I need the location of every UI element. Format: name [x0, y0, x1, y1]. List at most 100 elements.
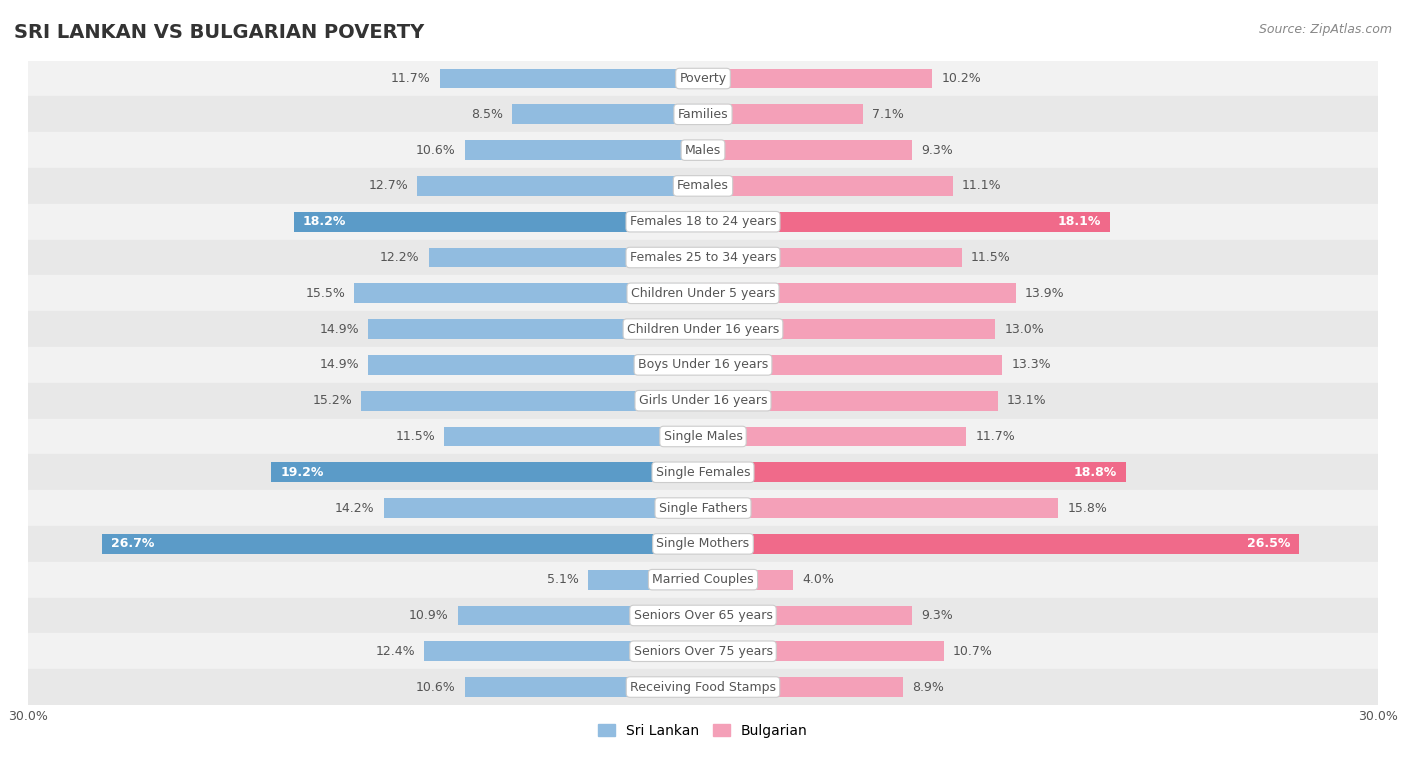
Text: 13.0%: 13.0% [1004, 323, 1045, 336]
Bar [103, 534, 703, 553]
Text: Single Fathers: Single Fathers [659, 502, 747, 515]
Text: 18.2%: 18.2% [302, 215, 346, 228]
Text: Children Under 5 years: Children Under 5 years [631, 287, 775, 300]
Bar [28, 526, 1378, 562]
Bar [28, 490, 1378, 526]
Bar [354, 283, 703, 303]
Bar [703, 319, 995, 339]
Text: 11.5%: 11.5% [970, 251, 1011, 264]
Bar [703, 140, 912, 160]
Text: 14.2%: 14.2% [335, 502, 374, 515]
Text: Receiving Food Stamps: Receiving Food Stamps [630, 681, 776, 694]
Bar [703, 606, 912, 625]
Text: Seniors Over 65 years: Seniors Over 65 years [634, 609, 772, 622]
Bar [703, 105, 863, 124]
Text: 19.2%: 19.2% [280, 465, 323, 479]
Text: 26.5%: 26.5% [1247, 537, 1291, 550]
Text: 12.4%: 12.4% [375, 645, 415, 658]
Text: 15.2%: 15.2% [312, 394, 352, 407]
Bar [28, 61, 1378, 96]
Text: Source: ZipAtlas.com: Source: ZipAtlas.com [1258, 23, 1392, 36]
Bar [703, 462, 1126, 482]
Bar [703, 677, 903, 697]
Text: 13.1%: 13.1% [1007, 394, 1046, 407]
Bar [458, 606, 703, 625]
Text: 4.0%: 4.0% [801, 573, 834, 586]
Bar [440, 69, 703, 89]
Text: Males: Males [685, 143, 721, 157]
Text: 26.7%: 26.7% [111, 537, 155, 550]
Text: Families: Families [678, 108, 728, 121]
Bar [28, 454, 1378, 490]
Bar [28, 132, 1378, 168]
Bar [703, 355, 1002, 374]
Text: 13.9%: 13.9% [1025, 287, 1064, 300]
Text: Girls Under 16 years: Girls Under 16 years [638, 394, 768, 407]
Bar [28, 597, 1378, 634]
Text: Females 25 to 34 years: Females 25 to 34 years [630, 251, 776, 264]
Text: Children Under 16 years: Children Under 16 years [627, 323, 779, 336]
Text: 9.3%: 9.3% [921, 143, 953, 157]
Bar [703, 176, 953, 196]
Bar [368, 319, 703, 339]
Bar [703, 69, 932, 89]
Bar [28, 312, 1378, 347]
Bar [703, 570, 793, 590]
Text: 10.6%: 10.6% [416, 143, 456, 157]
Text: 10.9%: 10.9% [409, 609, 449, 622]
Text: Females: Females [678, 180, 728, 193]
Bar [464, 677, 703, 697]
Bar [28, 562, 1378, 597]
Bar [28, 96, 1378, 132]
Text: 11.5%: 11.5% [395, 430, 436, 443]
Text: 10.6%: 10.6% [416, 681, 456, 694]
Bar [361, 391, 703, 411]
Text: Seniors Over 75 years: Seniors Over 75 years [634, 645, 772, 658]
Text: 8.9%: 8.9% [912, 681, 943, 694]
Text: 14.9%: 14.9% [319, 323, 359, 336]
Bar [512, 105, 703, 124]
Bar [703, 641, 943, 661]
Bar [703, 391, 998, 411]
Text: Married Couples: Married Couples [652, 573, 754, 586]
Bar [28, 383, 1378, 418]
Bar [28, 168, 1378, 204]
Bar [28, 634, 1378, 669]
Bar [368, 355, 703, 374]
Text: 13.3%: 13.3% [1011, 359, 1050, 371]
Text: 14.9%: 14.9% [319, 359, 359, 371]
Text: 15.8%: 15.8% [1067, 502, 1108, 515]
Text: 15.5%: 15.5% [305, 287, 346, 300]
Text: 10.2%: 10.2% [942, 72, 981, 85]
Text: 18.1%: 18.1% [1057, 215, 1101, 228]
Bar [28, 418, 1378, 454]
Bar [588, 570, 703, 590]
Text: 11.7%: 11.7% [976, 430, 1015, 443]
Bar [28, 275, 1378, 312]
Bar [703, 427, 966, 446]
Text: 5.1%: 5.1% [547, 573, 579, 586]
Bar [703, 534, 1299, 553]
Text: SRI LANKAN VS BULGARIAN POVERTY: SRI LANKAN VS BULGARIAN POVERTY [14, 23, 425, 42]
Text: 12.7%: 12.7% [368, 180, 408, 193]
Bar [703, 498, 1059, 518]
Bar [28, 240, 1378, 275]
Text: 18.8%: 18.8% [1074, 465, 1116, 479]
Text: Poverty: Poverty [679, 72, 727, 85]
Text: 9.3%: 9.3% [921, 609, 953, 622]
Text: 10.7%: 10.7% [953, 645, 993, 658]
Bar [444, 427, 703, 446]
Text: 11.7%: 11.7% [391, 72, 430, 85]
Bar [464, 140, 703, 160]
Text: Single Females: Single Females [655, 465, 751, 479]
Text: Boys Under 16 years: Boys Under 16 years [638, 359, 768, 371]
Text: Single Males: Single Males [664, 430, 742, 443]
Bar [703, 212, 1111, 231]
Bar [384, 498, 703, 518]
Bar [425, 641, 703, 661]
Text: 12.2%: 12.2% [380, 251, 419, 264]
Legend: Sri Lankan, Bulgarian: Sri Lankan, Bulgarian [593, 718, 813, 743]
Bar [271, 462, 703, 482]
Bar [28, 347, 1378, 383]
Bar [418, 176, 703, 196]
